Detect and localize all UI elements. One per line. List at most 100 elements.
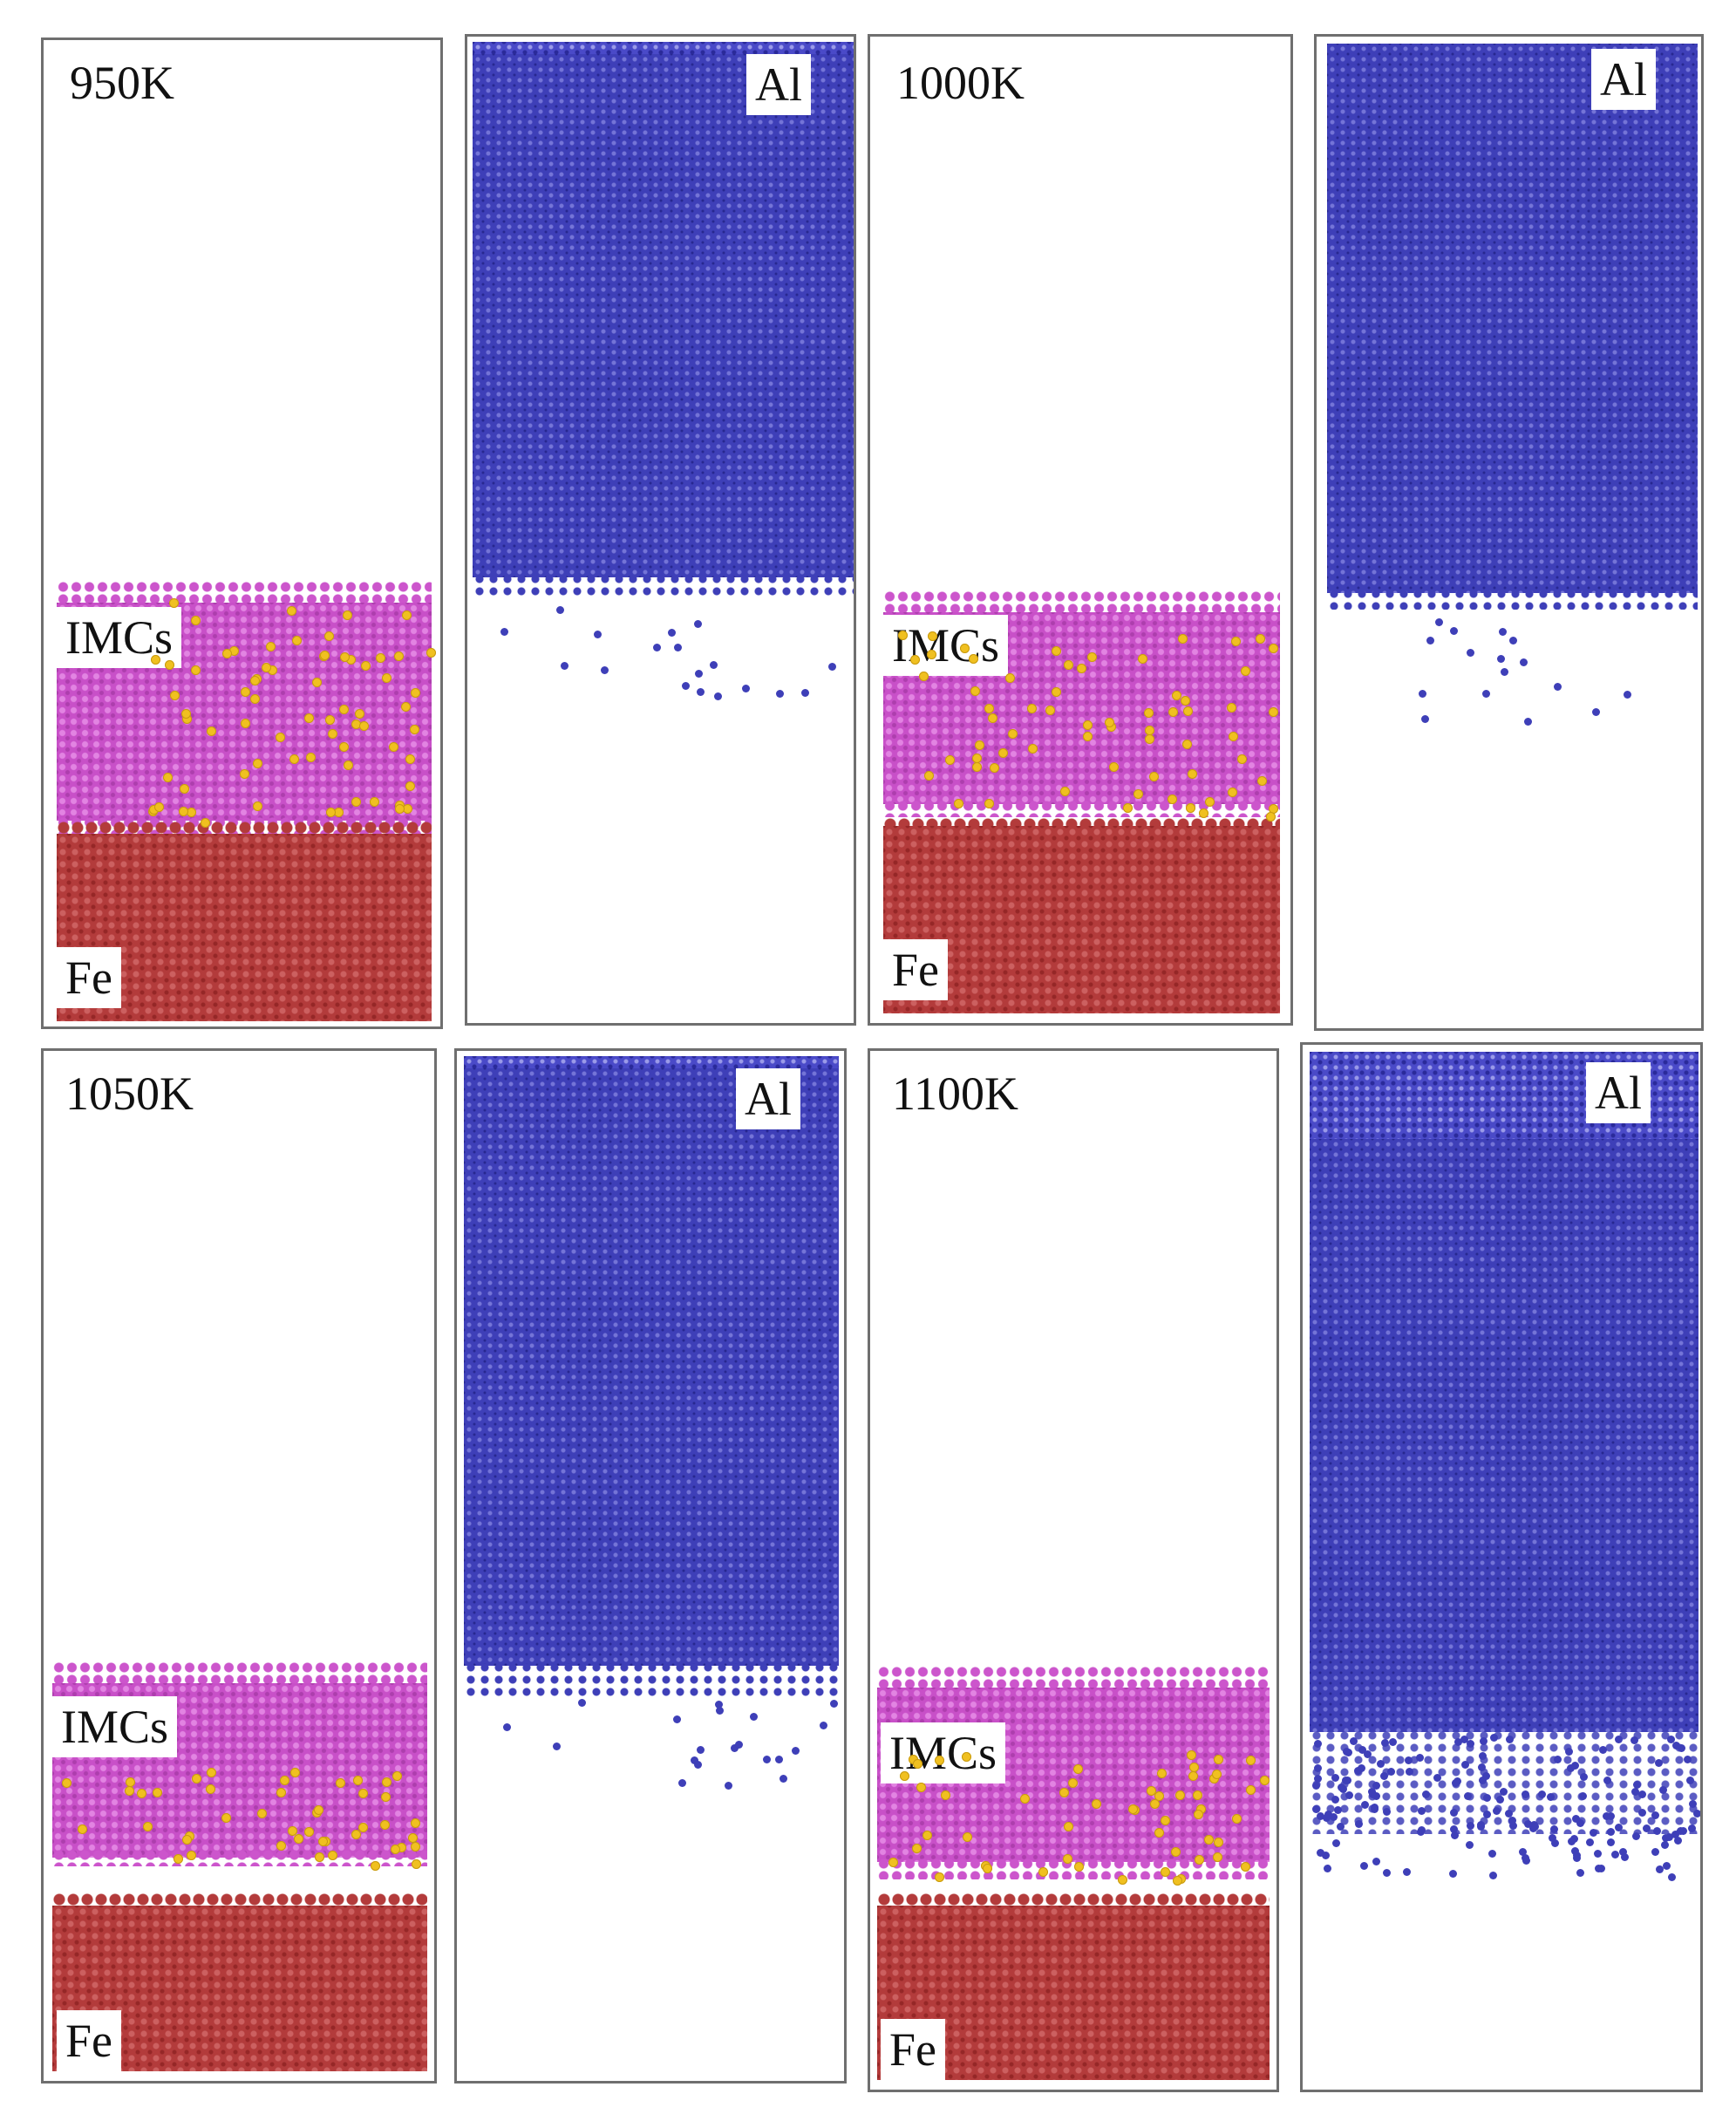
panel-1050k-al-side: Al <box>454 1048 847 2083</box>
highlight-atom <box>1185 802 1195 813</box>
highlight-atom <box>971 753 982 763</box>
loose-al-atom <box>1550 1838 1559 1847</box>
highlight-atom <box>1067 1778 1078 1788</box>
highlight-atom <box>338 704 349 714</box>
loose-al-atom <box>1323 1865 1331 1873</box>
loose-al-atom <box>1589 1829 1597 1838</box>
loose-al-atom <box>1419 689 1427 698</box>
panel-1000k-al-side: Al <box>1314 34 1704 1031</box>
loose-al-atom <box>1606 1828 1615 1837</box>
loose-al-atom <box>801 688 810 697</box>
highlight-atom <box>221 1812 231 1823</box>
highlight-atom <box>1108 761 1119 772</box>
highlight-atom <box>1138 654 1148 665</box>
highlight-atom <box>1204 797 1215 808</box>
highlight-atom <box>162 773 173 783</box>
fe-substrate <box>877 1906 1270 2080</box>
imcs-label: IMCs <box>881 1722 1006 1783</box>
loose-al-atom <box>1656 1865 1665 1874</box>
highlight-atom <box>1059 786 1070 796</box>
highlight-atom <box>953 799 963 809</box>
imc-bottom-atoms <box>883 800 1280 817</box>
highlight-atom <box>1199 808 1209 818</box>
loose-al-atom <box>1488 1850 1497 1858</box>
al-block <box>473 54 854 577</box>
loose-al-atom <box>1380 1739 1389 1748</box>
loose-al-atom <box>1371 1803 1379 1811</box>
highlight-atom <box>1213 1754 1223 1764</box>
highlight-atom <box>912 1843 922 1853</box>
loose-al-atom <box>674 644 683 652</box>
loose-al-atom <box>1403 1867 1412 1876</box>
highlight-atom <box>1269 706 1279 717</box>
highlight-atom <box>1177 634 1188 644</box>
highlight-atom <box>192 1773 202 1783</box>
highlight-atom <box>1154 1790 1165 1801</box>
highlight-atom <box>261 662 271 672</box>
loose-al-atom <box>828 663 837 672</box>
loose-al-atom <box>1477 1820 1486 1829</box>
highlight-atom <box>972 761 983 772</box>
highlight-atom <box>916 1783 927 1793</box>
highlight-atom <box>987 713 997 723</box>
loose-al-atom <box>1688 1800 1697 1809</box>
highlight-atom <box>1086 651 1097 662</box>
highlight-atom <box>252 801 262 811</box>
al-label: Al <box>1591 49 1656 110</box>
highlight-atom <box>1063 1854 1073 1865</box>
highlight-atom <box>1240 1862 1250 1872</box>
loose-al-atom <box>1654 1759 1663 1768</box>
highlight-atom <box>206 1768 216 1778</box>
loose-al-atom <box>1509 636 1518 644</box>
loose-al-atom <box>553 1742 562 1751</box>
loose-al-atom <box>792 1746 800 1755</box>
loose-al-atom <box>1554 682 1562 691</box>
highlight-atom <box>1195 1804 1206 1814</box>
highlight-atom <box>401 702 412 713</box>
highlight-atom <box>370 1860 380 1871</box>
highlight-atom <box>401 610 412 621</box>
highlight-atom <box>1188 1770 1199 1781</box>
loose-al-atom <box>1465 1840 1474 1849</box>
loose-al-atom <box>503 1722 512 1731</box>
loose-al-atom <box>1329 1812 1338 1821</box>
highlight-atom <box>324 715 335 726</box>
loose-al-atom <box>1341 1776 1350 1784</box>
highlight-atom <box>357 1823 368 1833</box>
highlight-atom <box>370 797 380 808</box>
loose-al-atom <box>694 1760 703 1769</box>
loose-al-atom <box>696 1745 705 1754</box>
loose-al-atom <box>1417 1806 1426 1815</box>
highlight-atom <box>169 598 180 609</box>
loose-al-atom <box>1603 1777 1611 1785</box>
highlight-atom <box>182 1834 193 1845</box>
highlight-atom <box>320 651 330 661</box>
highlight-atom <box>1211 1770 1222 1780</box>
loose-al-atom <box>1677 1743 1685 1752</box>
loose-al-atom <box>1632 1780 1641 1789</box>
highlight-atom <box>314 1804 324 1815</box>
highlight-atom <box>191 616 201 626</box>
loose-al-atom <box>500 627 508 636</box>
loose-al-atom <box>561 662 569 671</box>
highlight-atom <box>410 688 420 699</box>
temperature-label: 1000K <box>896 57 1025 109</box>
highlight-atom <box>124 1786 134 1797</box>
loose-al-atom <box>1380 1772 1389 1781</box>
loose-al-atom <box>1317 1849 1325 1857</box>
loose-al-atom <box>1630 1736 1639 1745</box>
highlight-atom <box>187 807 197 817</box>
loose-al-atom <box>1651 1848 1660 1857</box>
highlight-atom <box>1051 687 1061 698</box>
highlight-atom <box>1195 1854 1205 1865</box>
highlight-atom <box>205 1783 215 1794</box>
highlight-atom <box>276 1840 287 1851</box>
highlight-atom <box>989 762 999 773</box>
highlight-atom <box>151 654 161 665</box>
highlight-atom <box>304 1826 315 1837</box>
loose-al-atom <box>694 670 703 679</box>
highlight-atom <box>1268 804 1278 815</box>
highlight-atom <box>1144 734 1154 745</box>
loose-al-atom <box>775 1755 784 1763</box>
loose-al-atom <box>1652 1827 1661 1836</box>
